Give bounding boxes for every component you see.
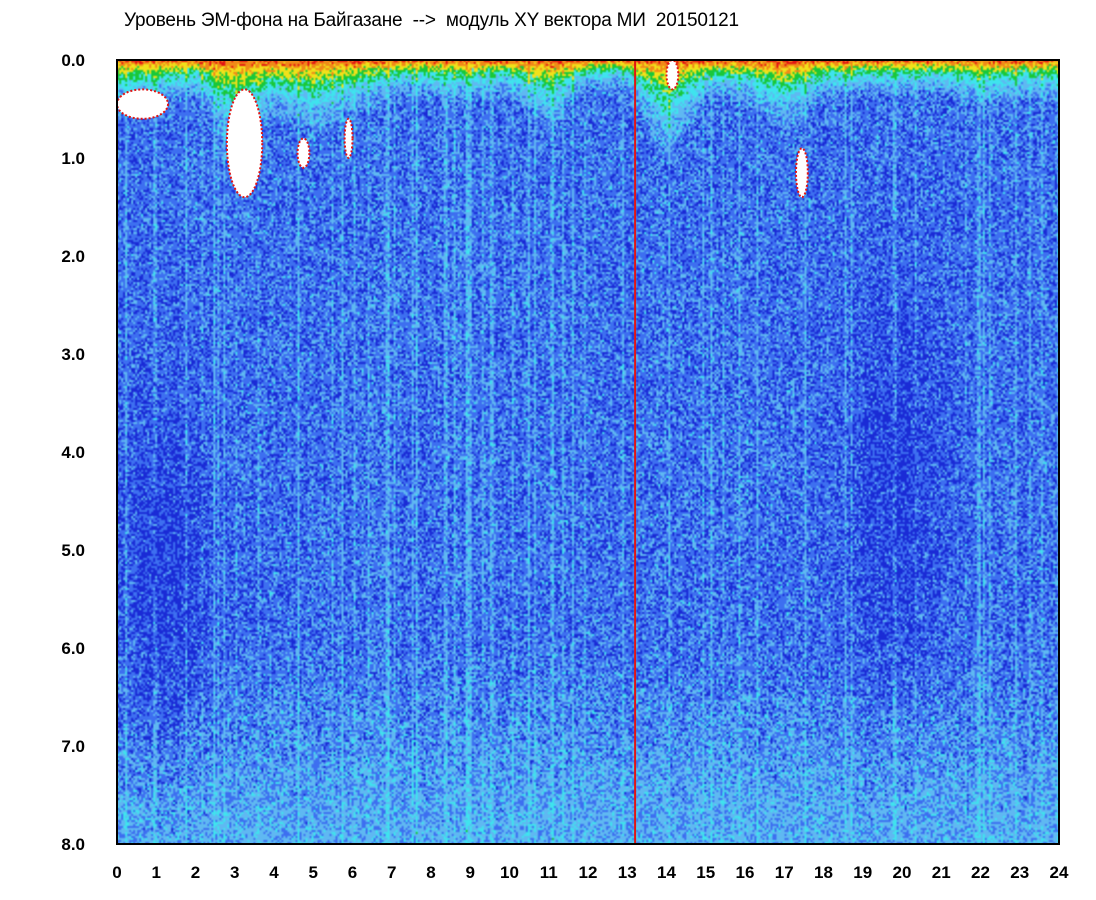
x-tick-label: 10 bbox=[500, 863, 519, 882]
saturated-region-2 bbox=[296, 137, 311, 169]
y-tick-label: 7.0 bbox=[61, 737, 85, 756]
y-tick-label: 2.0 bbox=[61, 247, 85, 266]
x-tick-label: 7 bbox=[387, 863, 396, 882]
x-tick-label: 13 bbox=[618, 863, 637, 882]
x-tick-label: 21 bbox=[932, 863, 951, 882]
saturated-regions bbox=[116, 58, 809, 199]
x-tick-label: 4 bbox=[269, 863, 279, 882]
x-tick-label: 19 bbox=[853, 863, 872, 882]
y-tick-label: 5.0 bbox=[61, 541, 85, 560]
saturated-region-0 bbox=[116, 88, 170, 120]
x-tick-label: 11 bbox=[540, 863, 558, 882]
y-tick-label: 1.0 bbox=[61, 149, 85, 168]
x-axis: 0 1 2 3 4 5 6 7 8 9 10 11 12 13 14 15 16 17 18 19 20 21 22 23 24 bbox=[112, 863, 1069, 882]
x-tick-label: 24 bbox=[1050, 863, 1069, 882]
x-tick-label: 16 bbox=[736, 863, 755, 882]
x-tick-label: 0 bbox=[112, 863, 121, 882]
x-tick-label: 9 bbox=[466, 863, 475, 882]
heatmap-image bbox=[117, 60, 1059, 844]
x-tick-label: 8 bbox=[426, 863, 435, 882]
x-tick-label: 23 bbox=[1010, 863, 1029, 882]
chart-title: Уровень ЭМ-фона на Байгазане --> модуль … bbox=[124, 10, 739, 31]
saturated-region-3 bbox=[343, 117, 354, 159]
y-tick-label: 8.0 bbox=[61, 835, 85, 854]
x-tick-label: 22 bbox=[971, 863, 990, 882]
x-tick-label: 12 bbox=[579, 863, 598, 882]
x-tick-label: 14 bbox=[657, 863, 676, 882]
y-tick-label: 4.0 bbox=[61, 443, 85, 462]
x-tick-label: 5 bbox=[309, 863, 318, 882]
saturated-region-1 bbox=[225, 88, 264, 199]
x-tick-label: 17 bbox=[775, 863, 794, 882]
x-tick-label: 1 bbox=[152, 863, 161, 882]
saturated-region-5 bbox=[795, 147, 809, 199]
plot-area bbox=[116, 58, 1060, 845]
x-tick-label: 15 bbox=[696, 863, 715, 882]
y-tick-label: 3.0 bbox=[61, 345, 85, 364]
x-tick-label: 2 bbox=[191, 863, 200, 882]
saturated-region-4 bbox=[665, 58, 680, 91]
x-tick-label: 18 bbox=[814, 863, 833, 882]
x-tick-label: 20 bbox=[893, 863, 912, 882]
y-axis: 0.0 1.0 2.0 3.0 4.0 5.0 6.0 7.0 8.0 bbox=[61, 51, 85, 854]
y-tick-label: 6.0 bbox=[61, 639, 85, 658]
x-tick-label: 6 bbox=[348, 863, 357, 882]
y-tick-label: 0.0 bbox=[61, 51, 85, 70]
plot-frame bbox=[116, 59, 1060, 845]
x-tick-label: 3 bbox=[230, 863, 239, 882]
